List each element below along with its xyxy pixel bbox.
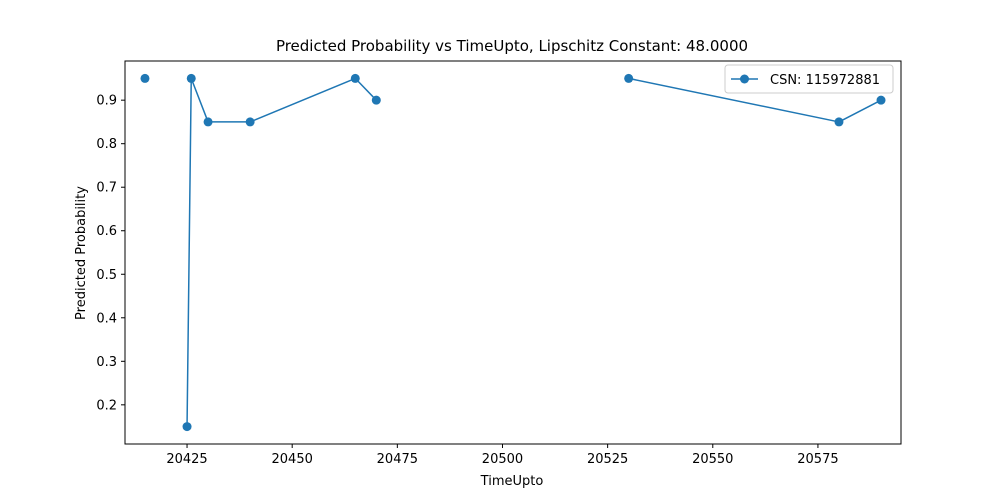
data-point [834,117,844,127]
data-point [876,95,886,105]
y-axis: 0.2 0.3 0.4 0.5 0.6 0.7 0.8 0.9 [96,94,125,413]
y-tick-label: 0.4 [96,311,117,326]
y-tick-label: 0.7 [96,181,117,196]
x-axis-label: TimeUpto [480,474,544,489]
y-tick-label: 0.8 [96,137,117,152]
data-point [186,73,196,83]
y-tick-label: 0.9 [96,94,117,109]
data-point [371,95,381,105]
data-point [350,73,360,83]
x-tick-label: 20550 [692,452,733,467]
y-tick-label: 0.3 [96,355,117,370]
data-point [245,117,255,127]
plot-area [124,60,902,445]
y-axis-label: Predicted Probability [74,186,89,320]
x-tick-label: 20525 [587,452,628,467]
data-point [182,422,192,432]
y-tick-label: 0.6 [96,224,117,239]
chart-title: Predicted Probability vs TimeUpto, Lipsc… [276,37,748,55]
x-axis: 20425 20450 20475 20500 20525 20550 20575 [166,444,839,467]
plot-frame [124,60,902,445]
series-line-segment [627,77,840,123]
y-tick-label: 0.2 [96,398,117,413]
legend: CSN: 115972881 [724,64,894,94]
legend-entry-label: CSN: 115972881 [770,73,880,88]
x-tick-label: 20475 [377,452,418,467]
series-line-segment [249,77,357,123]
series-line-segment [354,77,378,101]
series-line-segment [190,77,209,123]
series-line-segment [186,77,192,428]
x-tick-label: 20425 [166,452,207,467]
data-point [203,117,213,127]
data-point [624,73,634,83]
y-tick-label: 0.5 [96,268,117,283]
x-tick-label: 20575 [797,452,838,467]
legend-frame [724,64,894,94]
x-tick-label: 20500 [482,452,523,467]
x-tick-label: 20450 [272,452,313,467]
series-line-segment [838,99,882,123]
data-point [140,73,150,83]
legend-marker-swatch [740,74,749,84]
series-layer [140,73,886,432]
